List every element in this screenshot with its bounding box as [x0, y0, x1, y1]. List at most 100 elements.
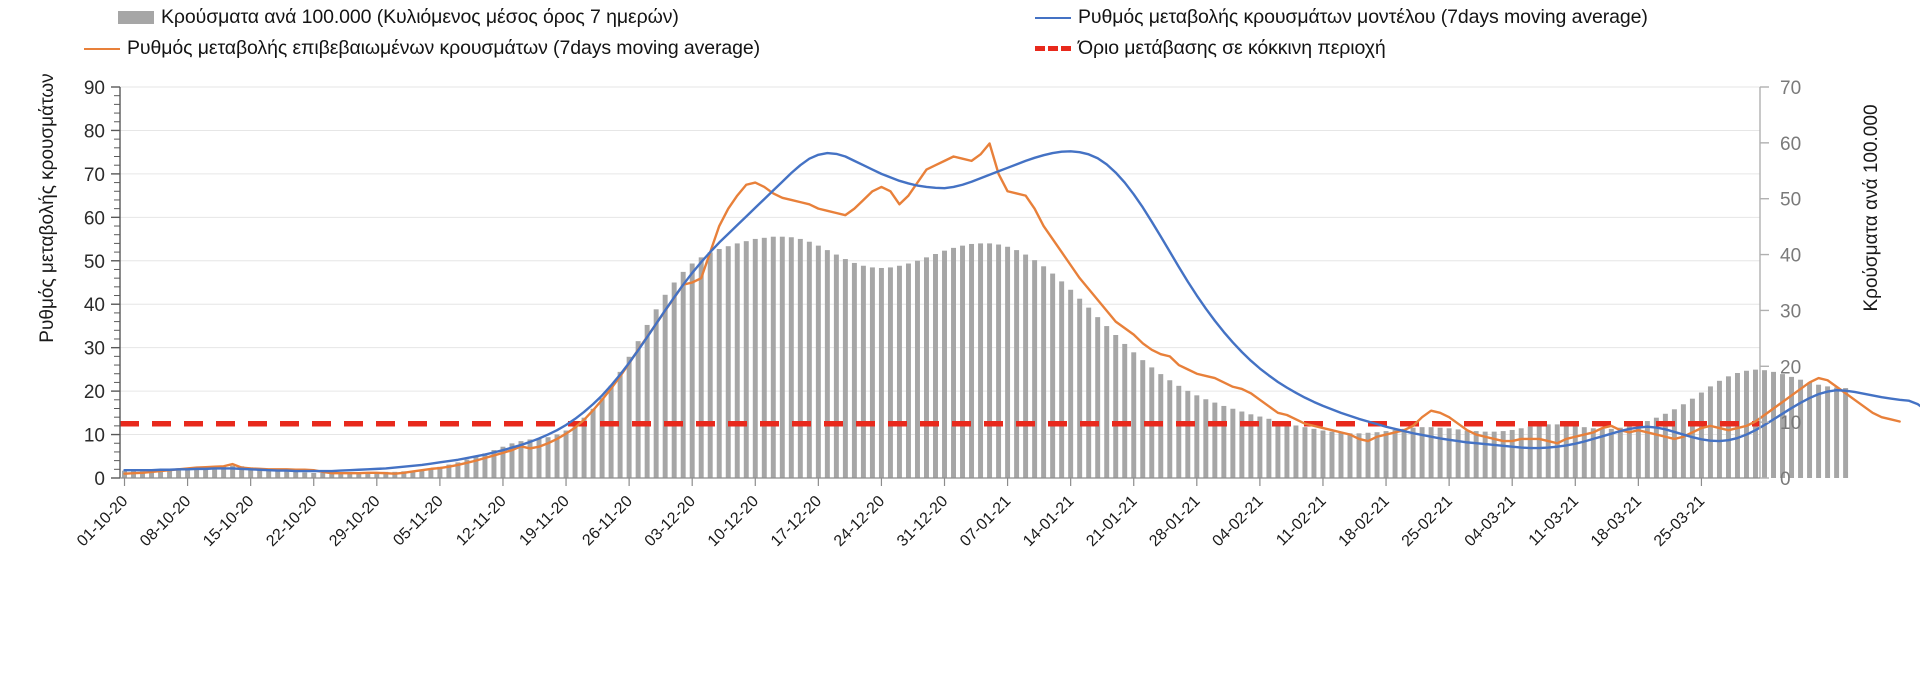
- bar: [1266, 418, 1272, 478]
- bar: [257, 468, 263, 478]
- bar: [158, 471, 164, 478]
- x-axis-tick-label: 25-03-21: [1651, 493, 1708, 550]
- bar: [1113, 335, 1119, 478]
- bar: [1176, 385, 1182, 478]
- bar: [878, 267, 884, 478]
- bar: [1843, 388, 1849, 478]
- bar: [1392, 429, 1398, 478]
- x-axis-tick-label: 04-03-21: [1462, 493, 1519, 550]
- bar: [833, 254, 839, 478]
- bar: [1482, 431, 1488, 478]
- x-axis-tick-label: 17-12-20: [768, 493, 825, 550]
- bar: [978, 243, 984, 478]
- x-axis-tick-label: 14-01-21: [1020, 493, 1077, 550]
- y-axis-left-tick-label: 50: [84, 252, 105, 273]
- bar: [1716, 380, 1722, 478]
- bar: [779, 236, 785, 478]
- bar: [1599, 428, 1605, 478]
- bar: [1500, 431, 1506, 478]
- bar: [437, 466, 443, 478]
- x-axis-tick-label: 18-03-21: [1588, 493, 1645, 550]
- x-axis-ticks: 01-10-20 08-10-20 15-10-20 22-10-20 29-10-20…: [74, 478, 1708, 550]
- bar: [969, 243, 975, 478]
- bar: [1437, 427, 1443, 478]
- bar: [221, 465, 227, 478]
- x-axis-tick-label: 26-11-20: [579, 493, 636, 550]
- bar: [482, 453, 488, 478]
- y-axis-right-tick-label: 0: [1780, 469, 1791, 490]
- bar: [1446, 428, 1452, 478]
- bar: [1293, 425, 1299, 478]
- bar: [806, 241, 812, 478]
- y-axis-left-tick-label: 20: [84, 382, 105, 403]
- bar: [527, 439, 533, 478]
- legend-label-model-rate: Ρυθμός μεταβολής κρουσμάτων μοντέλου (7d…: [1078, 6, 1648, 28]
- y-axis-right-tick-label: 70: [1780, 78, 1801, 99]
- bar: [1023, 254, 1029, 478]
- bar: [509, 443, 515, 478]
- bar: [1329, 431, 1335, 478]
- bar: [698, 257, 704, 478]
- bar: [491, 450, 497, 478]
- bar: [1014, 250, 1020, 478]
- legend-item-threshold[interactable]: Όριο μετάβασης σε κόκκινη περιοχή: [1035, 37, 1386, 60]
- bar: [1807, 382, 1813, 478]
- bar: [293, 471, 299, 478]
- x-axis-tick-label: 05-11-20: [390, 493, 447, 550]
- bar-series: [122, 236, 1849, 478]
- bar: [1563, 424, 1569, 478]
- bar: [347, 472, 353, 478]
- bar: [797, 238, 803, 478]
- legend-label-threshold: Όριο μετάβασης σε κόκκινη περιοχή: [1078, 37, 1386, 59]
- bar: [1356, 433, 1362, 478]
- bar: [572, 424, 578, 478]
- bar: [419, 469, 425, 478]
- x-axis-tick-label: 01-10-20: [74, 493, 131, 550]
- bar: [1464, 430, 1470, 478]
- bar: [924, 257, 929, 478]
- bar: [617, 371, 623, 478]
- bar: [149, 471, 155, 478]
- bar: [356, 472, 362, 478]
- bar: [905, 263, 911, 478]
- bar: [1428, 427, 1434, 478]
- bar: [707, 252, 713, 478]
- bar: [1365, 432, 1371, 478]
- x-axis-tick-label: 10-12-20: [705, 493, 762, 550]
- bar: [311, 472, 317, 478]
- legend-item-confirmed-rate[interactable]: Ρυθμός μεταβολής επιβεβαιωμένων κρουσμάτ…: [84, 37, 760, 60]
- bar: [1302, 427, 1308, 478]
- bar: [230, 465, 236, 478]
- bar: [761, 237, 767, 478]
- y-axis-left-tick-label: 90: [84, 78, 105, 99]
- bar: [1122, 343, 1128, 478]
- bar: [1671, 409, 1677, 478]
- bar: [1311, 428, 1317, 478]
- bar: [1635, 423, 1641, 478]
- bar: [725, 246, 731, 478]
- bar: [383, 471, 389, 478]
- legend-item-model-rate[interactable]: Ρυθμός μεταβολής κρουσμάτων μοντέλου (7d…: [1035, 6, 1648, 29]
- legend-item-cases-per-100k[interactable]: Κρούσματα ανά 100.000 (Κυλιόμενος μέσος …: [118, 6, 679, 29]
- bar: [1077, 298, 1083, 478]
- bar: [770, 236, 776, 478]
- bar: [185, 469, 191, 478]
- model-rate-line: [123, 150, 1920, 473]
- legend-label-confirmed-rate: Ρυθμός μεταβολής επιβεβαιωμένων κρουσμάτ…: [127, 37, 761, 59]
- bar: [987, 243, 993, 478]
- bar: [500, 446, 506, 478]
- bar: [671, 282, 677, 478]
- bar: [338, 472, 344, 478]
- bar: [1554, 424, 1560, 478]
- bar: [1789, 376, 1795, 478]
- bar: [1581, 427, 1587, 478]
- bar: [1608, 428, 1614, 478]
- bar: [536, 438, 542, 478]
- bar: [590, 408, 596, 478]
- bar: [1626, 426, 1632, 478]
- bar: [869, 267, 875, 478]
- bar: [1239, 411, 1245, 478]
- bar: [716, 248, 722, 478]
- chart-legend: Κρούσματα ανά 100.000 (Κυλιόμενος μέσος …: [0, 0, 1920, 72]
- bar: [1590, 428, 1596, 478]
